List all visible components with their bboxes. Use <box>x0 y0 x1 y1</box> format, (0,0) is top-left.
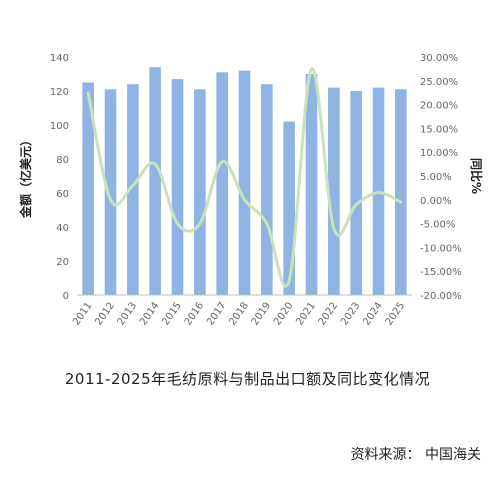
source-note: 资料来源： 中国海关 <box>350 447 481 463</box>
x-tick-label: 2011 <box>71 300 95 327</box>
x-tick-label: 2025 <box>384 300 408 327</box>
line-series <box>86 67 403 288</box>
y2-tick-label: 25.00% <box>420 77 458 88</box>
x-tick-label: 2019 <box>250 300 274 327</box>
x-tick-label: 2014 <box>138 300 162 327</box>
y2-tick-label: 20.00% <box>420 101 458 112</box>
bar-series <box>82 67 407 295</box>
bar <box>149 67 161 295</box>
bar <box>395 89 407 295</box>
bar <box>238 70 251 295</box>
y2-tick-label: 15.00% <box>420 124 458 135</box>
x-tick-label: 2022 <box>317 300 341 327</box>
y-tick-label: 0 <box>63 291 69 302</box>
y-tick-label: 80 <box>56 155 69 166</box>
x-tick-label: 2021 <box>294 300 318 327</box>
bar <box>82 82 94 295</box>
y2-axis-label: 同比% <box>469 158 484 194</box>
x-tick-label: 2016 <box>183 300 207 327</box>
bar <box>328 87 340 295</box>
y-tick-label: 20 <box>56 257 69 268</box>
y2-tick-label: 0.00% <box>420 196 452 207</box>
y-tick-label: 140 <box>50 53 69 64</box>
chart-title: 2011-2025年毛纺原料与制品出口额及同比变化情况 <box>64 370 431 388</box>
x-tick-label: 2017 <box>205 300 229 327</box>
y-tick-label: 120 <box>50 87 69 98</box>
y2-tick-label: 10.00% <box>420 148 458 159</box>
x-tick-label: 2023 <box>339 300 363 327</box>
bar <box>194 89 206 295</box>
y2-tick-label: -10.00% <box>420 243 462 254</box>
x-tick-label: 2012 <box>93 300 117 327</box>
bar <box>216 72 228 295</box>
y-axis-label: 金额（亿美元） <box>18 134 33 219</box>
y2-tick-label: 30.00% <box>420 53 458 64</box>
y2-tick-label: -15.00% <box>420 267 462 278</box>
bar <box>305 74 318 295</box>
y-tick-label: 100 <box>50 121 69 132</box>
chart: 0 20 40 60 80 100 120 140 -20.00% -15.00% -10.00% -… <box>18 53 484 328</box>
y2-tick-label: 5.00% <box>420 172 452 183</box>
bar <box>104 89 117 295</box>
x-tick-label: 2013 <box>116 300 140 327</box>
y-tick-label: 40 <box>56 223 69 234</box>
y2-tick-label: -5.00% <box>420 220 455 231</box>
bar <box>261 84 273 295</box>
bar <box>350 91 362 295</box>
x-tick-label: 2020 <box>272 300 296 327</box>
bar <box>127 84 139 295</box>
y-tick-label: 60 <box>56 189 69 200</box>
y2-tick-label: -20.00% <box>420 291 462 302</box>
x-tick-label: 2015 <box>160 300 184 327</box>
yoy-line <box>86 67 403 288</box>
x-tick-label: 2024 <box>361 300 385 327</box>
bar <box>171 79 184 295</box>
bar <box>283 121 295 295</box>
x-tick-label: 2018 <box>227 300 251 327</box>
